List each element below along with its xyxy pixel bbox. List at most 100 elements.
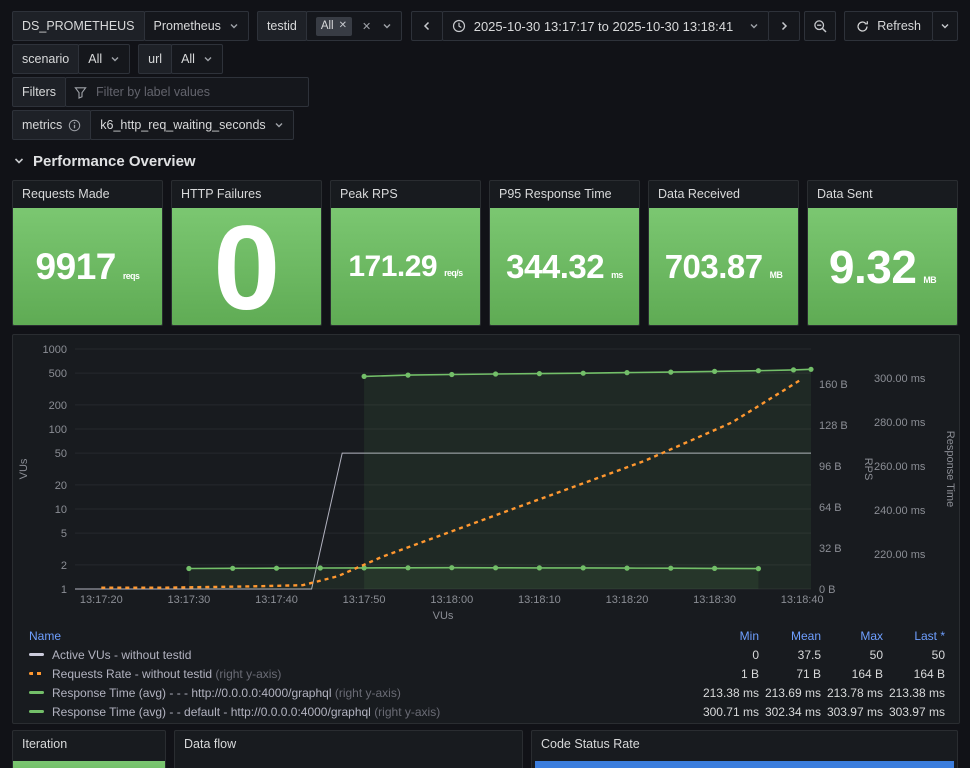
- legend-last: 50: [931, 647, 945, 662]
- stat-value-area: 0: [172, 208, 321, 325]
- legend-col-min[interactable]: Min: [739, 628, 759, 643]
- refresh-button[interactable]: Refresh: [844, 11, 933, 41]
- metrics-var-select[interactable]: k6_http_req_waiting_seconds: [90, 110, 294, 140]
- series-point: [405, 372, 411, 378]
- y-axis-tick: 200: [49, 400, 67, 412]
- legend-col-name[interactable]: Name: [29, 628, 62, 643]
- series-point: [493, 371, 499, 377]
- scenario-var-select[interactable]: All: [78, 44, 131, 74]
- datasource-var-select[interactable]: Prometheus: [143, 11, 249, 41]
- clear-selection-icon[interactable]: ✕: [362, 20, 372, 33]
- time-back-button[interactable]: [410, 11, 443, 41]
- legend-series-toggle[interactable]: Requests Rate - without testid (right y-…: [29, 667, 697, 681]
- section-title: Performance Overview: [33, 152, 196, 170]
- url-var-label: url: [138, 44, 173, 74]
- stat-panels-row: Requests Made 9917 reqs HTTP Failures 0 Peak …: [12, 180, 958, 326]
- y-axis-tick: 2: [61, 560, 67, 572]
- stat-panel-p95-response-time: P95 Response Time 344.32 ms: [489, 180, 640, 326]
- series-point: [273, 565, 280, 571]
- legend-mean: 37.5: [797, 647, 821, 662]
- response-time-axis-tick: 220.00 ms: [874, 549, 926, 561]
- filters-input-box[interactable]: [65, 77, 310, 107]
- chevron-down-icon: [13, 155, 25, 167]
- legend-mean: 213.69 ms: [764, 685, 821, 700]
- x-axis-tick: 13:17:20: [80, 594, 123, 606]
- stat-unit: req/s: [444, 267, 463, 278]
- x-axis-label: VUs: [432, 610, 454, 622]
- series-point: [808, 366, 814, 372]
- series-point: [536, 565, 543, 571]
- stat-panel-data-received: Data Received 703.87 MB: [648, 180, 799, 326]
- stat-panel-title: Requests Made: [22, 187, 110, 201]
- code-status-rate-bar: [535, 761, 954, 768]
- response-time-axis-tick: 240.00 ms: [874, 505, 926, 517]
- remove-tag-icon[interactable]: ✕: [338, 20, 347, 31]
- legend-col-last[interactable]: Last *: [914, 628, 945, 643]
- stat-value: 171.29: [348, 249, 438, 283]
- variables-row-1: DS_PROMETHEUS Prometheus testid All ✕ ✕ …: [12, 11, 958, 41]
- section-row-performance-overview[interactable]: Performance Overview: [13, 150, 196, 172]
- timeseries-chart[interactable]: 1 2 5 10 20 50 100 200 500 1000 13:17:20 13:17:30 13…: [13, 339, 959, 611]
- x-axis-tick: 13:17:40: [255, 594, 298, 606]
- series-color-icon: [29, 691, 44, 694]
- testid-tag-text: All: [320, 20, 334, 32]
- chevron-down-icon: [749, 21, 759, 31]
- series-point: [405, 565, 411, 571]
- y-axis-tick: 5: [61, 528, 67, 540]
- testid-var-select[interactable]: All ✕ ✕: [305, 11, 403, 41]
- stat-panel-peak-rps: Peak RPS 171.29 req/s: [330, 180, 481, 326]
- stat-value: 344.32: [506, 248, 605, 285]
- bottom-panel-row: Iteration Data flow Code Status Rate: [12, 730, 958, 768]
- panel-title: Data flow: [184, 737, 237, 751]
- stat-value: 9.32: [828, 240, 917, 293]
- stat-value-area: 344.32 ms: [490, 208, 639, 325]
- rps-axis-tick: 96 B: [819, 461, 842, 473]
- response-time-axis-title: Response Time: [944, 431, 956, 507]
- iteration-stat-body: [13, 761, 165, 768]
- legend-series-toggle[interactable]: Response Time (avg) - - default - http:/…: [29, 705, 697, 719]
- refresh-icon: [856, 20, 869, 33]
- x-axis-tick: 13:18:40: [781, 594, 824, 606]
- legend-series-toggle[interactable]: Active VUs - without testid: [29, 648, 697, 662]
- metrics-var-label: metrics: [12, 110, 92, 140]
- url-var-select[interactable]: All: [171, 44, 223, 74]
- time-forward-button[interactable]: [768, 11, 801, 41]
- legend-table: Name Min Mean Max Last * Active VUs - without…: [29, 626, 945, 721]
- time-controls: 2025-10-30 13:17:17 to 2025-10-30 13:18:…: [410, 11, 958, 41]
- rps-axis-tick: 64 B: [819, 502, 842, 514]
- stat-panel-title: P95 Response Time: [499, 187, 612, 201]
- series-point: [790, 367, 797, 373]
- zoom-out-button[interactable]: [804, 11, 837, 41]
- series-point: [668, 565, 674, 571]
- legend-row: Response Time (avg) - - - http://0.0.0.0…: [29, 683, 945, 702]
- series-point: [361, 565, 367, 571]
- filter-by-label-input[interactable]: [94, 84, 301, 100]
- testid-selected-tag[interactable]: All ✕: [315, 16, 352, 36]
- clock-icon: [452, 19, 466, 33]
- time-range-picker[interactable]: 2025-10-30 13:17:17 to 2025-10-30 13:18:…: [441, 11, 770, 41]
- legend-col-mean[interactable]: Mean: [790, 628, 821, 643]
- chevron-down-icon: [382, 21, 392, 31]
- stat-unit: reqs: [122, 271, 140, 281]
- metrics-var-value: k6_http_req_waiting_seconds: [100, 118, 266, 132]
- series-point: [755, 566, 762, 572]
- response-time-axis-tick: 260.00 ms: [874, 461, 926, 473]
- datasource-var-value: Prometheus: [153, 19, 221, 33]
- x-axis-tick: 13:17:30: [167, 594, 210, 606]
- panel-title: Iteration: [22, 737, 68, 751]
- legend-col-max[interactable]: Max: [860, 628, 883, 643]
- refresh-interval-dropdown[interactable]: [932, 11, 958, 41]
- x-axis-tick: 13:17:50: [343, 594, 386, 606]
- legend-series-toggle[interactable]: Response Time (avg) - - - http://0.0.0.0…: [29, 686, 697, 700]
- x-axis-tick: 13:18:00: [430, 594, 473, 606]
- variables-row-2: scenario All url All: [12, 44, 958, 74]
- data-flow-body: [175, 761, 522, 768]
- legend-row: Requests Rate - without testid (right y-…: [29, 664, 945, 683]
- stat-unit: ms: [611, 270, 623, 280]
- y-axis-tick: 20: [55, 480, 67, 492]
- stat-panel-data-sent: Data Sent 9.32 MB: [807, 180, 958, 326]
- series-color-icon: [29, 710, 44, 713]
- response-time-axis-tick: 300.00 ms: [874, 373, 926, 385]
- series-point: [668, 369, 674, 375]
